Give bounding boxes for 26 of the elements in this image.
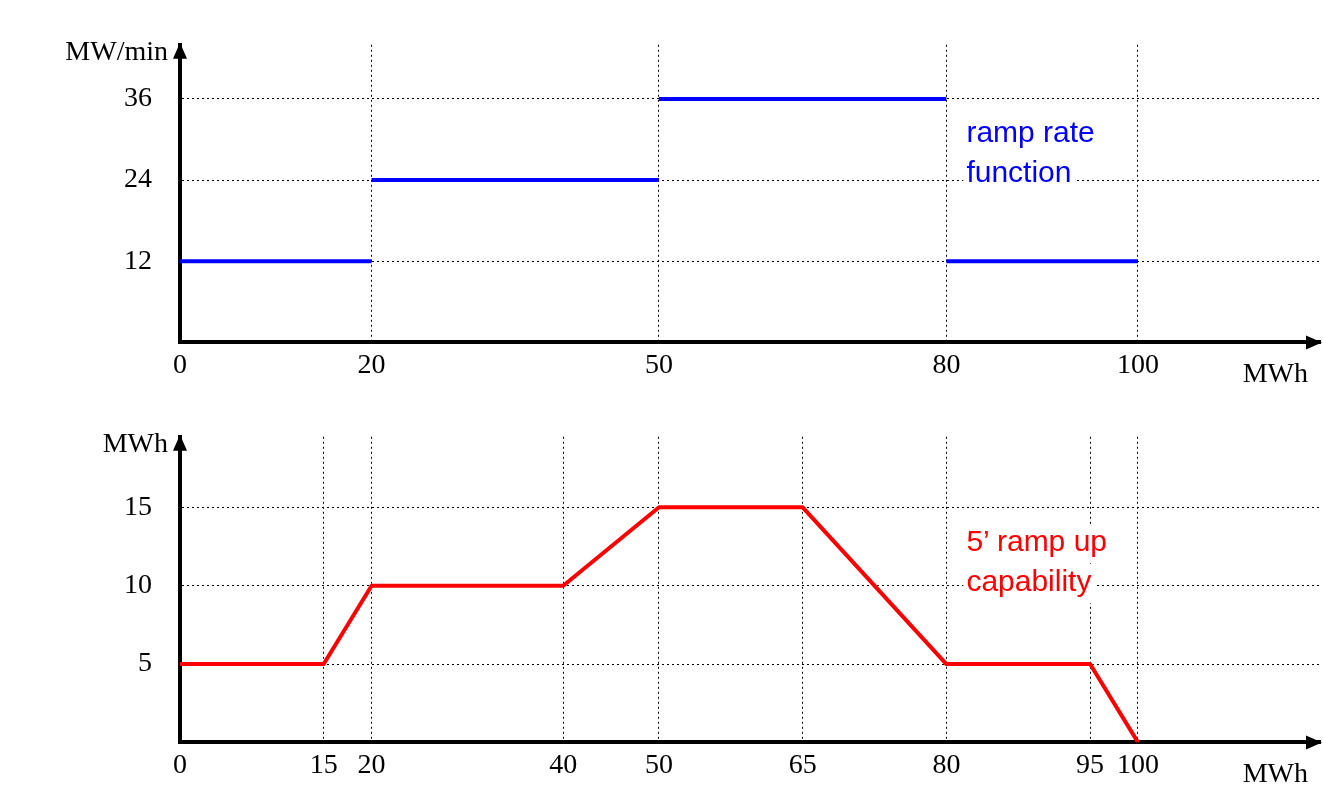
x-tick-label: 15 — [309, 747, 338, 779]
x-tick-label: 100 — [1116, 747, 1159, 779]
series-label: ramp rate function — [966, 115, 1095, 189]
x-tick-label: 80 — [932, 347, 961, 379]
x-tick-label: 0 — [173, 347, 187, 379]
x-tick-label: 100 — [1116, 347, 1159, 379]
y-axis-title: MWh — [102, 427, 168, 459]
y-tick-label: 24 — [124, 162, 152, 194]
x-axis-title: MWh — [1242, 356, 1308, 388]
x-tick-label: 50 — [644, 747, 673, 779]
y-tick-label: 36 — [124, 81, 152, 113]
y-tick-label: 15 — [124, 489, 152, 521]
x-tick-label: 65 — [788, 747, 817, 779]
x-tick-label: 50 — [644, 347, 673, 379]
y-tick-label: 5 — [138, 646, 152, 678]
y-tick-label: 12 — [124, 243, 152, 275]
x-tick-label: 95 — [1076, 747, 1105, 779]
x-tick-label: 80 — [932, 747, 961, 779]
x-tick-label: 40 — [549, 747, 578, 779]
x-tick-label: 20 — [357, 747, 386, 779]
x-axis-title: MWh — [1242, 756, 1308, 788]
x-tick-label: 0 — [173, 747, 187, 779]
x-tick-label: 20 — [357, 347, 386, 379]
y-axis-title: MW/min — [65, 35, 168, 67]
text: 5’ ramp up capability — [966, 523, 1108, 597]
y-tick-label: 10 — [124, 568, 152, 600]
